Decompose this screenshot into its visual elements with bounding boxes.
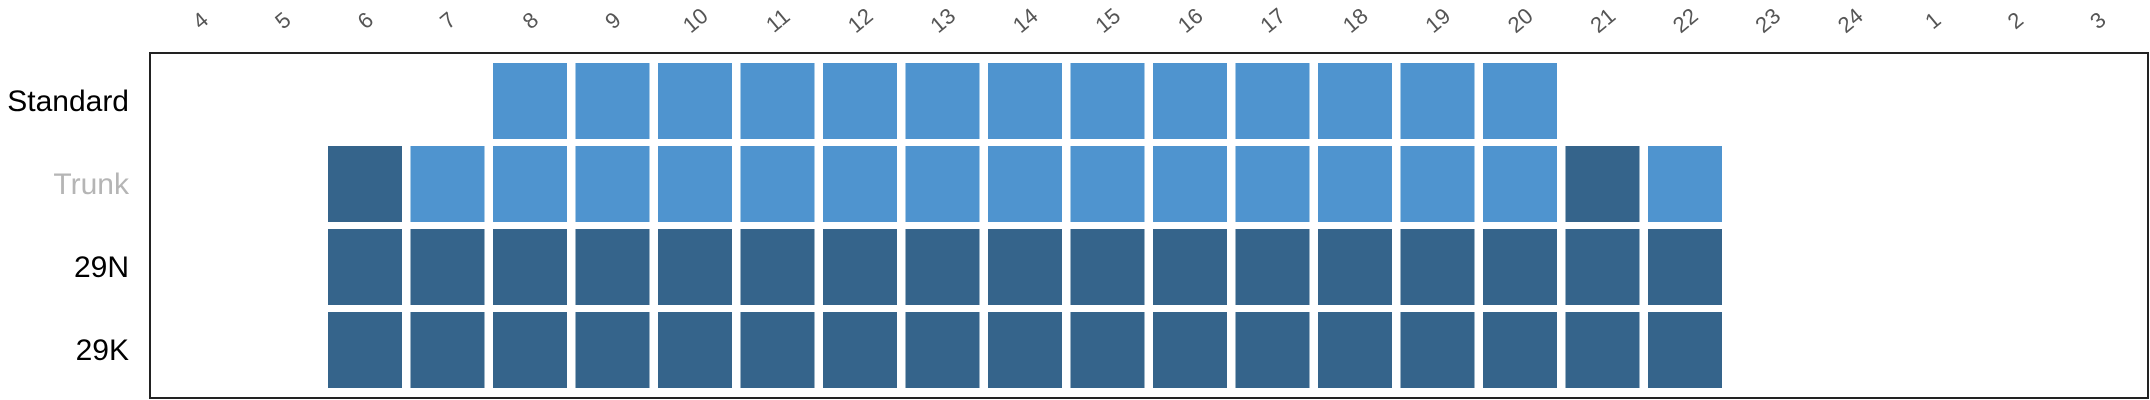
- heatmap-cell-29n-6: [328, 229, 402, 305]
- column-label-15: 15: [1090, 3, 1125, 38]
- column-label-18: 18: [1338, 3, 1373, 38]
- column-label-4: 4: [188, 7, 213, 34]
- heatmap-cell-29k-14: [988, 312, 1062, 388]
- heatmap-cell-29n-21: [1565, 229, 1640, 305]
- heatmap-cell-standard-14: [988, 63, 1062, 139]
- heatmap-cell-29k-19: [1400, 312, 1475, 388]
- heatmap-cell-29k-20: [1483, 312, 1557, 388]
- heatmap-cell-trunk-18: [1318, 146, 1392, 222]
- heatmap-cell-standard-13: [905, 63, 980, 139]
- column-label-20: 20: [1503, 3, 1538, 38]
- heatmap-cell-standard-16: [1153, 63, 1227, 139]
- row-label-29k: 29K: [76, 334, 129, 367]
- heatmap-cell-standard-12: [823, 63, 897, 139]
- heatmap-cell-29k-18: [1318, 312, 1392, 388]
- heatmap-cell-29n-12: [823, 229, 897, 305]
- heatmap-cell-29n-20: [1483, 229, 1557, 305]
- heatmap-cell-trunk-15: [1070, 146, 1145, 222]
- heatmap-cell-trunk-21: [1565, 146, 1640, 222]
- column-label-6: 6: [353, 7, 378, 34]
- heatmap-cell-29n-14: [988, 229, 1062, 305]
- column-label-23: 23: [1750, 3, 1785, 38]
- heatmap-cell-trunk-16: [1153, 146, 1227, 222]
- heatmap-cell-standard-9: [575, 63, 650, 139]
- column-label-10: 10: [678, 3, 713, 38]
- heatmap-cell-29n-22: [1648, 229, 1722, 305]
- heatmap-cell-29n-11: [740, 229, 815, 305]
- heatmap-cell-trunk-13: [905, 146, 980, 222]
- heatmap-cell-29n-18: [1318, 229, 1392, 305]
- heatmap-cell-standard-10: [658, 63, 732, 139]
- heatmap-cell-29k-9: [575, 312, 650, 388]
- heatmap-cell-29n-9: [575, 229, 650, 305]
- heatmap-cell-29k-15: [1070, 312, 1145, 388]
- heatmap-cell-29n-10: [658, 229, 732, 305]
- heatmap-cell-29k-16: [1153, 312, 1227, 388]
- heatmap-cell-29n-15: [1070, 229, 1145, 305]
- column-label-9: 9: [600, 7, 625, 34]
- heatmap-cell-trunk-20: [1483, 146, 1557, 222]
- column-label-2: 2: [2003, 7, 2028, 34]
- column-label-14: 14: [1008, 3, 1043, 38]
- column-label-8: 8: [518, 7, 543, 34]
- heatmap-cell-trunk-11: [740, 146, 815, 222]
- heatmap-cell-standard-20: [1483, 63, 1557, 139]
- column-label-1: 1: [1920, 7, 1945, 34]
- heatmap-cell-standard-11: [740, 63, 815, 139]
- column-label-22: 22: [1668, 3, 1703, 38]
- heatmap-cell-29k-12: [823, 312, 897, 388]
- heatmap-cells: [328, 63, 1722, 388]
- row-label-standard: Standard: [7, 85, 129, 118]
- column-label-5: 5: [270, 7, 295, 34]
- heatmap-cell-standard-19: [1400, 63, 1475, 139]
- column-label-3: 3: [2085, 7, 2110, 34]
- heatmap-cell-29k-8: [493, 312, 567, 388]
- heatmap-cell-29n-17: [1235, 229, 1310, 305]
- row-label-29n: 29N: [74, 251, 129, 284]
- heatmap-cell-trunk-14: [988, 146, 1062, 222]
- column-label-7: 7: [435, 7, 460, 34]
- heatmap-cell-29k-21: [1565, 312, 1640, 388]
- heatmap-cell-29n-7: [410, 229, 485, 305]
- heatmap-cell-29n-19: [1400, 229, 1475, 305]
- heatmap-cell-29k-17: [1235, 312, 1310, 388]
- heatmap-cell-standard-18: [1318, 63, 1392, 139]
- heatmap-cell-29k-22: [1648, 312, 1722, 388]
- heatmap-cell-29k-13: [905, 312, 980, 388]
- heatmap-cell-trunk-17: [1235, 146, 1310, 222]
- column-label-17: 17: [1255, 3, 1290, 38]
- heatmap-cell-trunk-7: [410, 146, 485, 222]
- heatmap-cell-29n-13: [905, 229, 980, 305]
- column-label-13: 13: [925, 3, 960, 38]
- heatmap-cell-trunk-10: [658, 146, 732, 222]
- column-label-11: 11: [761, 3, 795, 37]
- heatmap-cell-trunk-9: [575, 146, 650, 222]
- plot-frame: [149, 52, 2149, 399]
- heatmap-cell-29k-11: [740, 312, 815, 388]
- column-label-19: 19: [1420, 3, 1455, 38]
- heatmap-cell-29k-6: [328, 312, 402, 388]
- heatmap-cell-trunk-19: [1400, 146, 1475, 222]
- heatmap-cell-trunk-22: [1648, 146, 1722, 222]
- heatmap-cell-29k-10: [658, 312, 732, 388]
- column-label-21: 21: [1585, 3, 1620, 38]
- heatmap-cell-trunk-6: [328, 146, 402, 222]
- heatmap-cell-29n-16: [1153, 229, 1227, 305]
- heatmap-cell-standard-15: [1070, 63, 1145, 139]
- row-label-trunk: Trunk: [53, 168, 130, 201]
- heatmap-cell-29k-7: [410, 312, 485, 388]
- column-label-24: 24: [1833, 3, 1868, 38]
- heatmap-cell-standard-8: [493, 63, 567, 139]
- column-label-16: 16: [1173, 3, 1208, 38]
- heatmap-cell-trunk-8: [493, 146, 567, 222]
- column-label-12: 12: [843, 3, 878, 38]
- column-labels: 4 5 6 7 8 9 10 11 12 13 14 15 16 17 18 19 20 21 22 23 24 1 2 3: [188, 3, 2111, 38]
- heatmap-cell-29n-8: [493, 229, 567, 305]
- heatmap-cell-standard-17: [1235, 63, 1310, 139]
- heatmap-cell-trunk-12: [823, 146, 897, 222]
- row-labels: Standard Trunk 29N 29K: [7, 85, 130, 367]
